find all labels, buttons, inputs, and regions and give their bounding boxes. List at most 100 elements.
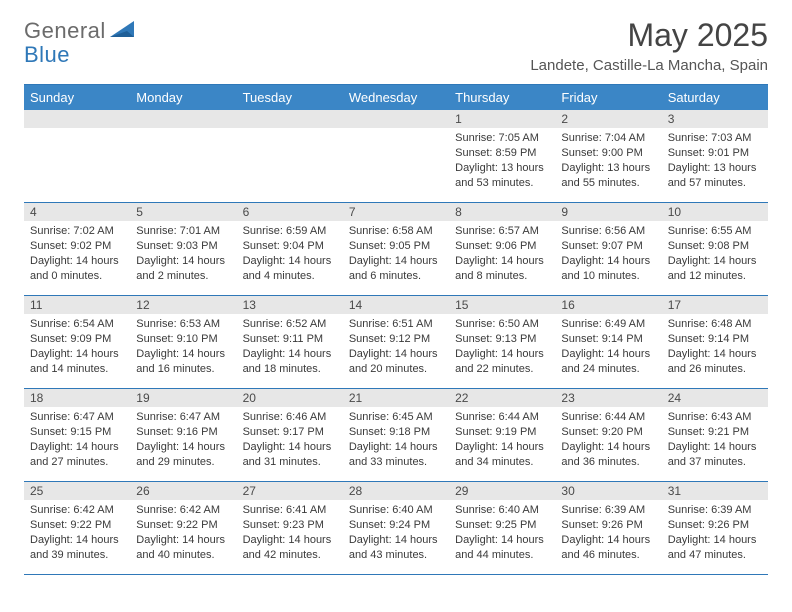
sunrise-line: Sunrise: 6:46 AM	[243, 410, 337, 425]
day-details: Sunrise: 6:58 AMSunset: 9:05 PMDaylight:…	[343, 221, 449, 287]
calendar-page: General May 2025 Landete, Castille-La Ma…	[0, 0, 792, 612]
sunset-line: Sunset: 9:12 PM	[349, 332, 443, 347]
day-number: 30	[555, 482, 661, 500]
daylight-line: Daylight: 14 hours and 43 minutes.	[349, 533, 443, 563]
calendar-day-cell: 19Sunrise: 6:47 AMSunset: 9:16 PMDayligh…	[130, 389, 236, 482]
day-number: 8	[449, 203, 555, 221]
day-details: Sunrise: 6:41 AMSunset: 9:23 PMDaylight:…	[237, 500, 343, 566]
sunrise-line: Sunrise: 6:39 AM	[561, 503, 655, 518]
calendar-day-cell: 22Sunrise: 6:44 AMSunset: 9:19 PMDayligh…	[449, 389, 555, 482]
sunset-line: Sunset: 9:17 PM	[243, 425, 337, 440]
sunrise-line: Sunrise: 6:54 AM	[30, 317, 124, 332]
day-number: 25	[24, 482, 130, 500]
daylight-line: Daylight: 14 hours and 26 minutes.	[668, 347, 762, 377]
daylight-line: Daylight: 14 hours and 33 minutes.	[349, 440, 443, 470]
sunset-line: Sunset: 9:00 PM	[561, 146, 655, 161]
title-block: May 2025 Landete, Castille-La Mancha, Sp…	[530, 18, 768, 74]
day-number: 16	[555, 296, 661, 314]
sunrise-line: Sunrise: 7:05 AM	[455, 131, 549, 146]
calendar-day-cell: 7Sunrise: 6:58 AMSunset: 9:05 PMDaylight…	[343, 203, 449, 296]
day-details: Sunrise: 6:59 AMSunset: 9:04 PMDaylight:…	[237, 221, 343, 287]
brand-part1: General	[24, 18, 106, 44]
calendar-day-cell: 26Sunrise: 6:42 AMSunset: 9:22 PMDayligh…	[130, 482, 236, 575]
calendar-empty-cell	[343, 110, 449, 203]
sunset-line: Sunset: 9:26 PM	[561, 518, 655, 533]
calendar-day-cell: 23Sunrise: 6:44 AMSunset: 9:20 PMDayligh…	[555, 389, 661, 482]
calendar-day-cell: 31Sunrise: 6:39 AMSunset: 9:26 PMDayligh…	[662, 482, 768, 575]
sunrise-line: Sunrise: 7:02 AM	[30, 224, 124, 239]
sunrise-line: Sunrise: 6:50 AM	[455, 317, 549, 332]
calendar-week-row: 1Sunrise: 7:05 AMSunset: 8:59 PMDaylight…	[24, 110, 768, 203]
daylight-line: Daylight: 14 hours and 16 minutes.	[136, 347, 230, 377]
daylight-line: Daylight: 14 hours and 39 minutes.	[30, 533, 124, 563]
weekday-header: Monday	[130, 85, 236, 111]
sunset-line: Sunset: 9:18 PM	[349, 425, 443, 440]
daylight-line: Daylight: 14 hours and 6 minutes.	[349, 254, 443, 284]
day-details: Sunrise: 6:50 AMSunset: 9:13 PMDaylight:…	[449, 314, 555, 380]
sunrise-line: Sunrise: 6:47 AM	[30, 410, 124, 425]
sunset-line: Sunset: 9:23 PM	[243, 518, 337, 533]
calendar-day-cell: 27Sunrise: 6:41 AMSunset: 9:23 PMDayligh…	[237, 482, 343, 575]
day-number: 5	[130, 203, 236, 221]
sunrise-line: Sunrise: 6:47 AM	[136, 410, 230, 425]
calendar-day-cell: 15Sunrise: 6:50 AMSunset: 9:13 PMDayligh…	[449, 296, 555, 389]
day-number: 24	[662, 389, 768, 407]
sunset-line: Sunset: 9:01 PM	[668, 146, 762, 161]
sunrise-line: Sunrise: 6:41 AM	[243, 503, 337, 518]
daylight-line: Daylight: 14 hours and 4 minutes.	[243, 254, 337, 284]
day-number: 9	[555, 203, 661, 221]
sunrise-line: Sunrise: 6:52 AM	[243, 317, 337, 332]
day-details: Sunrise: 6:39 AMSunset: 9:26 PMDaylight:…	[555, 500, 661, 566]
sunset-line: Sunset: 9:16 PM	[136, 425, 230, 440]
sunrise-line: Sunrise: 6:53 AM	[136, 317, 230, 332]
day-number: 11	[24, 296, 130, 314]
daylight-line: Daylight: 13 hours and 55 minutes.	[561, 161, 655, 191]
daylight-line: Daylight: 14 hours and 37 minutes.	[668, 440, 762, 470]
daylight-line: Daylight: 14 hours and 0 minutes.	[30, 254, 124, 284]
sunset-line: Sunset: 9:09 PM	[30, 332, 124, 347]
day-number: 14	[343, 296, 449, 314]
daylight-line: Daylight: 14 hours and 22 minutes.	[455, 347, 549, 377]
day-details: Sunrise: 6:51 AMSunset: 9:12 PMDaylight:…	[343, 314, 449, 380]
weekday-header: Thursday	[449, 85, 555, 111]
sunset-line: Sunset: 9:06 PM	[455, 239, 549, 254]
day-number: 4	[24, 203, 130, 221]
daylight-line: Daylight: 14 hours and 8 minutes.	[455, 254, 549, 284]
day-details: Sunrise: 6:39 AMSunset: 9:26 PMDaylight:…	[662, 500, 768, 566]
day-details: Sunrise: 6:48 AMSunset: 9:14 PMDaylight:…	[662, 314, 768, 380]
sunset-line: Sunset: 8:59 PM	[455, 146, 549, 161]
sunrise-line: Sunrise: 6:48 AM	[668, 317, 762, 332]
day-number: 6	[237, 203, 343, 221]
weekday-header: Wednesday	[343, 85, 449, 111]
day-number: 31	[662, 482, 768, 500]
daylight-line: Daylight: 14 hours and 10 minutes.	[561, 254, 655, 284]
daylight-line: Daylight: 14 hours and 42 minutes.	[243, 533, 337, 563]
sunset-line: Sunset: 9:20 PM	[561, 425, 655, 440]
sunrise-line: Sunrise: 6:58 AM	[349, 224, 443, 239]
daylight-line: Daylight: 14 hours and 47 minutes.	[668, 533, 762, 563]
calendar-day-cell: 12Sunrise: 6:53 AMSunset: 9:10 PMDayligh…	[130, 296, 236, 389]
daylight-line: Daylight: 14 hours and 46 minutes.	[561, 533, 655, 563]
day-details: Sunrise: 6:42 AMSunset: 9:22 PMDaylight:…	[130, 500, 236, 566]
sunset-line: Sunset: 9:11 PM	[243, 332, 337, 347]
daylight-line: Daylight: 14 hours and 36 minutes.	[561, 440, 655, 470]
sunrise-line: Sunrise: 6:45 AM	[349, 410, 443, 425]
sunset-line: Sunset: 9:21 PM	[668, 425, 762, 440]
weekday-header: Friday	[555, 85, 661, 111]
day-details: Sunrise: 6:49 AMSunset: 9:14 PMDaylight:…	[555, 314, 661, 380]
sunrise-line: Sunrise: 6:44 AM	[455, 410, 549, 425]
calendar-day-cell: 25Sunrise: 6:42 AMSunset: 9:22 PMDayligh…	[24, 482, 130, 575]
weekday-header: Sunday	[24, 85, 130, 111]
calendar-day-cell: 3Sunrise: 7:03 AMSunset: 9:01 PMDaylight…	[662, 110, 768, 203]
sunset-line: Sunset: 9:10 PM	[136, 332, 230, 347]
calendar-week-row: 4Sunrise: 7:02 AMSunset: 9:02 PMDaylight…	[24, 203, 768, 296]
daylight-line: Daylight: 14 hours and 18 minutes.	[243, 347, 337, 377]
day-number: 18	[24, 389, 130, 407]
weekday-header: Saturday	[662, 85, 768, 111]
daylight-line: Daylight: 14 hours and 40 minutes.	[136, 533, 230, 563]
day-details: Sunrise: 6:42 AMSunset: 9:22 PMDaylight:…	[24, 500, 130, 566]
location-label: Landete, Castille-La Mancha, Spain	[530, 57, 768, 74]
day-details: Sunrise: 6:44 AMSunset: 9:20 PMDaylight:…	[555, 407, 661, 473]
daylight-line: Daylight: 14 hours and 20 minutes.	[349, 347, 443, 377]
calendar-day-cell: 4Sunrise: 7:02 AMSunset: 9:02 PMDaylight…	[24, 203, 130, 296]
